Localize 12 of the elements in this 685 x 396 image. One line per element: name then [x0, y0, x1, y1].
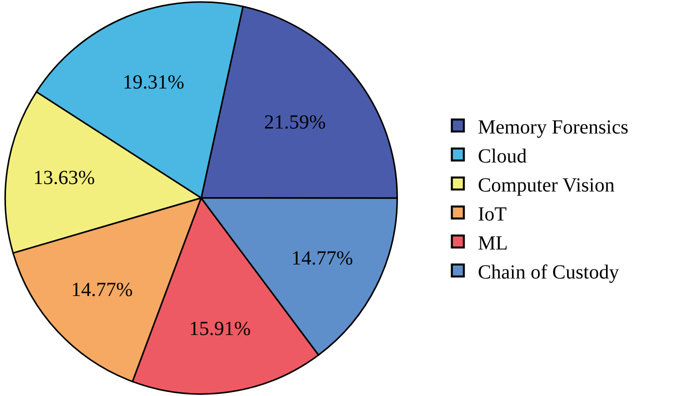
data-label: 14.77% [71, 279, 133, 302]
data-label: 21.59% [264, 111, 326, 134]
data-label: 14.77% [291, 248, 354, 270]
legend-label: IoT [478, 203, 507, 226]
data-label: 19.31% [122, 72, 184, 94]
legend-label: ML [478, 232, 508, 254]
legend-label: Computer Vision [478, 174, 615, 196]
data-label: 15.91% [189, 318, 251, 340]
legend-label: Chain of Custody [478, 261, 619, 284]
data-label: 13.63% [33, 167, 95, 190]
legend-label: Cloud [478, 145, 527, 168]
legend-label: Memory Forensics [478, 116, 629, 138]
